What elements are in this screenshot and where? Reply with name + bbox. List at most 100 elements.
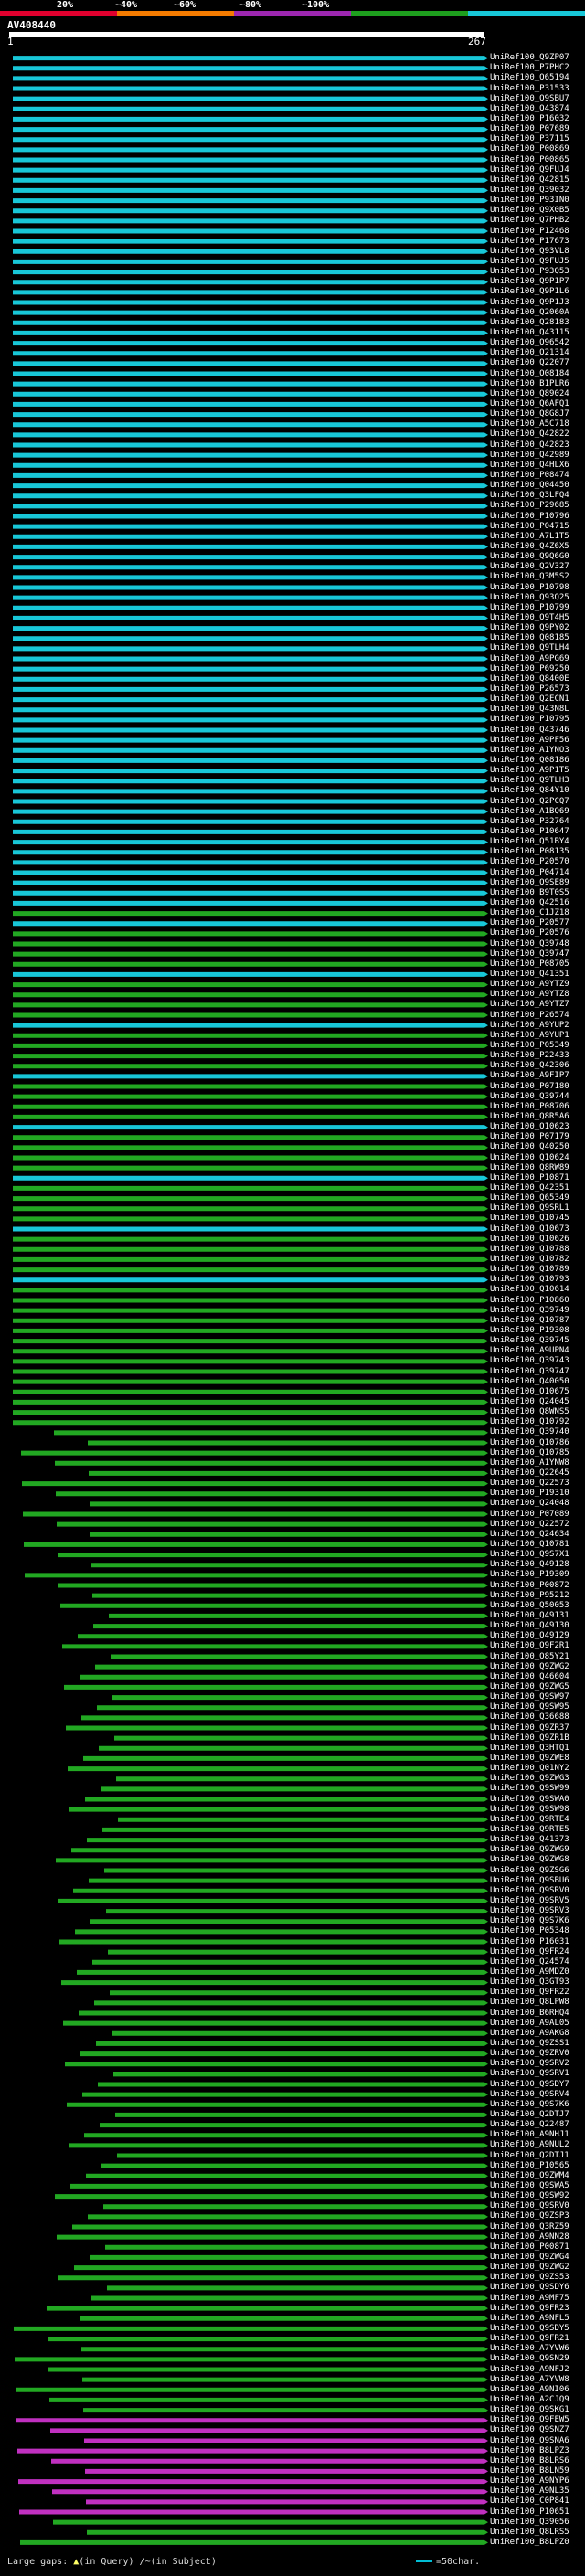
hit-label[interactable]: UniRef100_Q9FR23 [490, 2303, 569, 2313]
hit-label[interactable]: UniRef100_Q43N8L [490, 705, 569, 715]
hit-label[interactable]: UniRef100_P10871 [490, 1172, 569, 1182]
hit-label[interactable]: UniRef100_Q9SDY5 [490, 2323, 569, 2333]
hit-label[interactable]: UniRef100_Q9ZP07 [490, 53, 569, 63]
hit-label[interactable]: UniRef100_Q9TLH3 [490, 776, 569, 786]
hit-label[interactable]: UniRef100_Q6AFQ1 [490, 398, 569, 408]
hit-label[interactable]: UniRef100_Q2V327 [490, 562, 569, 572]
hit-label[interactable]: UniRef100_Q9ZR37 [490, 1723, 569, 1733]
hit-label[interactable]: UniRef100_Q3GT93 [490, 1977, 569, 1988]
hit-label[interactable]: UniRef100_Q22077 [490, 358, 569, 368]
hit-label[interactable]: UniRef100_A9MDZ0 [490, 1966, 569, 1977]
hit-label[interactable]: UniRef100_P26574 [490, 1010, 569, 1020]
hit-label[interactable]: UniRef100_Q9RTE5 [490, 1824, 569, 1834]
hit-label[interactable]: UniRef100_Q9S7K6 [490, 1916, 569, 1926]
hit-label[interactable]: UniRef100_A9NYP6 [490, 2476, 569, 2486]
hit-label[interactable]: UniRef100_Q42516 [490, 897, 569, 907]
hit-label[interactable]: UniRef100_Q9S7K6 [490, 2099, 569, 2109]
hit-label[interactable]: UniRef100_C0P841 [490, 2496, 569, 2507]
hit-label[interactable]: UniRef100_Q22487 [490, 2120, 569, 2130]
hit-label[interactable]: UniRef100_Q04450 [490, 481, 569, 491]
hit-label[interactable]: UniRef100_Q9SWA0 [490, 1794, 569, 1804]
hit-label[interactable]: UniRef100_Q9TLH4 [490, 643, 569, 653]
hit-label[interactable]: UniRef100_Q9SRV0 [490, 1885, 569, 1895]
hit-label[interactable]: UniRef100_Q9ZWG2 [490, 1661, 569, 1671]
hit-label[interactable]: UniRef100_Q41351 [490, 969, 569, 979]
hit-label[interactable]: UniRef100_P07689 [490, 124, 569, 134]
hit-label[interactable]: UniRef100_P19310 [490, 1489, 569, 1499]
hit-label[interactable]: UniRef100_Q9SKG1 [490, 2405, 569, 2415]
hit-label[interactable]: UniRef100_Q9ZSG6 [490, 1865, 569, 1875]
hit-label[interactable]: UniRef100_Q42823 [490, 440, 569, 450]
hit-label[interactable]: UniRef100_P37115 [490, 134, 569, 144]
hit-label[interactable]: UniRef100_Q4HLX6 [490, 460, 569, 470]
hit-label[interactable]: UniRef100_Q9SRV2 [490, 2059, 569, 2069]
hit-label[interactable]: UniRef100_A9YUP1 [490, 1030, 569, 1040]
hit-label[interactable]: UniRef100_P10796 [490, 511, 569, 521]
hit-label[interactable]: UniRef100_P08474 [490, 470, 569, 480]
hit-label[interactable]: UniRef100_Q9SRL1 [490, 1203, 569, 1214]
hit-label[interactable]: UniRef100_P12468 [490, 226, 569, 236]
hit-label[interactable]: UniRef100_Q49129 [490, 1631, 569, 1641]
hit-label[interactable]: UniRef100_Q3M5S2 [490, 572, 569, 582]
hit-label[interactable]: UniRef100_Q39032 [490, 185, 569, 195]
hit-label[interactable]: UniRef100_Q42989 [490, 450, 569, 460]
hit-label[interactable]: UniRef100_C1JZ18 [490, 908, 569, 918]
hit-label[interactable]: UniRef100_Q9SW92 [490, 2191, 569, 2201]
hit-label[interactable]: UniRef100_Q9SRV5 [490, 1895, 569, 1905]
hit-label[interactable]: UniRef100_Q49130 [490, 1621, 569, 1631]
hit-label[interactable]: UniRef100_Q10745 [490, 1214, 569, 1224]
hit-label[interactable]: UniRef100_Q9FUJ5 [490, 256, 569, 266]
hit-label[interactable]: UniRef100_Q10623 [490, 1122, 569, 1132]
hit-label[interactable]: UniRef100_A1YNO3 [490, 745, 569, 755]
hit-label[interactable]: UniRef100_A9YTZ7 [490, 1000, 569, 1010]
hit-label[interactable]: UniRef100_Q9ZRV0 [490, 2049, 569, 2059]
hit-label[interactable]: UniRef100_Q01NY2 [490, 1764, 569, 1774]
hit-label[interactable]: UniRef100_Q42822 [490, 429, 569, 440]
hit-label[interactable]: UniRef100_Q9ZWG5 [490, 1681, 569, 1691]
hit-label[interactable]: UniRef100_P31533 [490, 83, 569, 93]
hit-label[interactable]: UniRef100_P07179 [490, 1132, 569, 1142]
hit-label[interactable]: UniRef100_P10798 [490, 582, 569, 592]
hit-label[interactable]: UniRef100_Q9FUJ4 [490, 164, 569, 175]
hit-label[interactable]: UniRef100_P10565 [490, 2160, 569, 2170]
hit-label[interactable]: UniRef100_Q43746 [490, 725, 569, 735]
hit-label[interactable]: UniRef100_A2CJQ9 [490, 2394, 569, 2404]
hit-label[interactable]: UniRef100_P19309 [490, 1570, 569, 1580]
hit-label[interactable]: UniRef100_P08705 [490, 959, 569, 969]
hit-label[interactable]: UniRef100_Q9ZWG8 [490, 1855, 569, 1865]
hit-label[interactable]: UniRef100_Q9ZSP3 [490, 2211, 569, 2221]
hit-label[interactable]: UniRef100_Q9ZWG9 [490, 1845, 569, 1855]
hit-label[interactable]: UniRef100_Q10788 [490, 1244, 569, 1254]
hit-label[interactable]: UniRef100_Q42306 [490, 1061, 569, 1071]
hit-label[interactable]: UniRef100_Q10673 [490, 1224, 569, 1234]
hit-label[interactable]: UniRef100_Q9SN29 [490, 2354, 569, 2364]
hit-label[interactable]: UniRef100_Q9F2R1 [490, 1641, 569, 1651]
hit-label[interactable]: UniRef100_Q10786 [490, 1437, 569, 1447]
hit-label[interactable]: UniRef100_P29685 [490, 501, 569, 511]
hit-label[interactable]: UniRef100_Q42351 [490, 1182, 569, 1193]
hit-label[interactable]: UniRef100_P26573 [490, 684, 569, 694]
hit-label[interactable]: UniRef100_A9NN28 [490, 2231, 569, 2242]
hit-label[interactable]: UniRef100_Q9FR21 [490, 2334, 569, 2344]
hit-label[interactable]: UniRef100_P7PHC2 [490, 63, 569, 73]
hit-label[interactable]: UniRef100_A9PF56 [490, 735, 569, 745]
hit-label[interactable]: UniRef100_Q39748 [490, 938, 569, 949]
hit-label[interactable]: UniRef100_P07089 [490, 1509, 569, 1519]
hit-label[interactable]: UniRef100_A9P1T5 [490, 766, 569, 776]
hit-label[interactable]: UniRef100_Q9ZWG2 [490, 2263, 569, 2273]
hit-label[interactable]: UniRef100_Q3HTQ1 [490, 1743, 569, 1753]
hit-label[interactable]: UniRef100_Q9FR22 [490, 1988, 569, 1998]
hit-label[interactable]: UniRef100_Q8400E [490, 673, 569, 684]
hit-label[interactable]: UniRef100_Q7PHB2 [490, 216, 569, 226]
hit-label[interactable]: UniRef100_A7YVW8 [490, 2374, 569, 2384]
hit-label[interactable]: UniRef100_P95212 [490, 1590, 569, 1600]
hit-label[interactable]: UniRef100_A9AL05 [490, 2018, 569, 2028]
hit-label[interactable]: UniRef100_A9NFL5 [490, 2313, 569, 2323]
hit-label[interactable]: UniRef100_P93IN0 [490, 196, 569, 206]
hit-label[interactable]: UniRef100_Q10787 [490, 1315, 569, 1325]
hit-label[interactable]: UniRef100_B8LPZ3 [490, 2445, 569, 2455]
hit-label[interactable]: UniRef100_Q93Q25 [490, 592, 569, 602]
hit-label[interactable]: UniRef100_Q49131 [490, 1610, 569, 1620]
hit-label[interactable]: UniRef100_Q10793 [490, 1275, 569, 1285]
hit-label[interactable]: UniRef100_A9YTZ9 [490, 980, 569, 990]
